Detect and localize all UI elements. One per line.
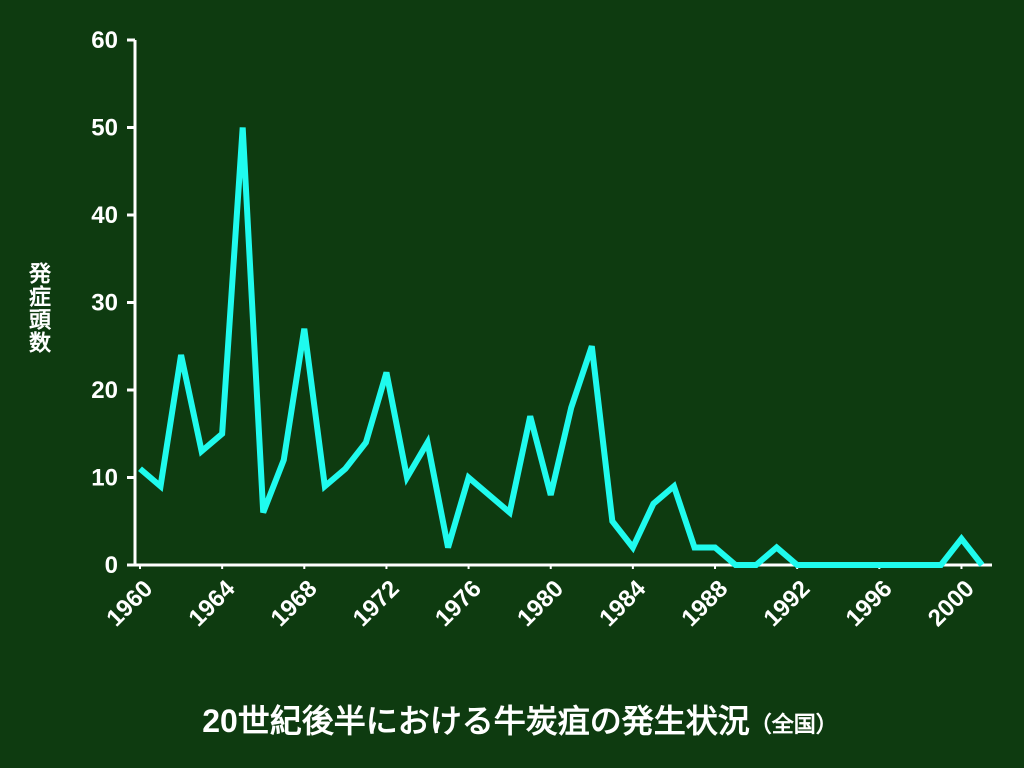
y-tick-label: 10 [91, 465, 118, 492]
x-tick-label: 1992 [759, 575, 816, 632]
x-tick-label: 1972 [348, 575, 405, 632]
chart-title: 20世紀後半における牛炭疽の発生状況（全国） [202, 703, 838, 739]
x-tick-label: 1976 [430, 575, 487, 632]
x-tick-label: 1996 [841, 575, 898, 632]
subtitle: （全国） [750, 712, 838, 737]
x-tick-label: 1988 [676, 575, 733, 632]
x-tick-label: 1968 [266, 575, 323, 632]
y-axis-label: 発症頭数 [26, 262, 51, 354]
x-tick-label: 1980 [512, 575, 569, 632]
data-line [138, 127, 985, 568]
title: 20世紀後半における牛炭疽の発生状況 [202, 703, 750, 739]
x-tick-label: 1960 [101, 575, 158, 632]
y-tick-label: 0 [105, 552, 118, 579]
y-tick-label: 60 [91, 27, 118, 54]
x-tick-label: 1964 [184, 575, 241, 632]
y-tick-label: 40 [91, 202, 118, 229]
y-tick-label: 20 [91, 377, 118, 404]
y-tick-label: 50 [91, 115, 118, 142]
y-tick-label: 30 [91, 290, 118, 317]
x-tick-label: 2000 [923, 575, 980, 632]
x-tick-label: 1984 [594, 575, 651, 632]
